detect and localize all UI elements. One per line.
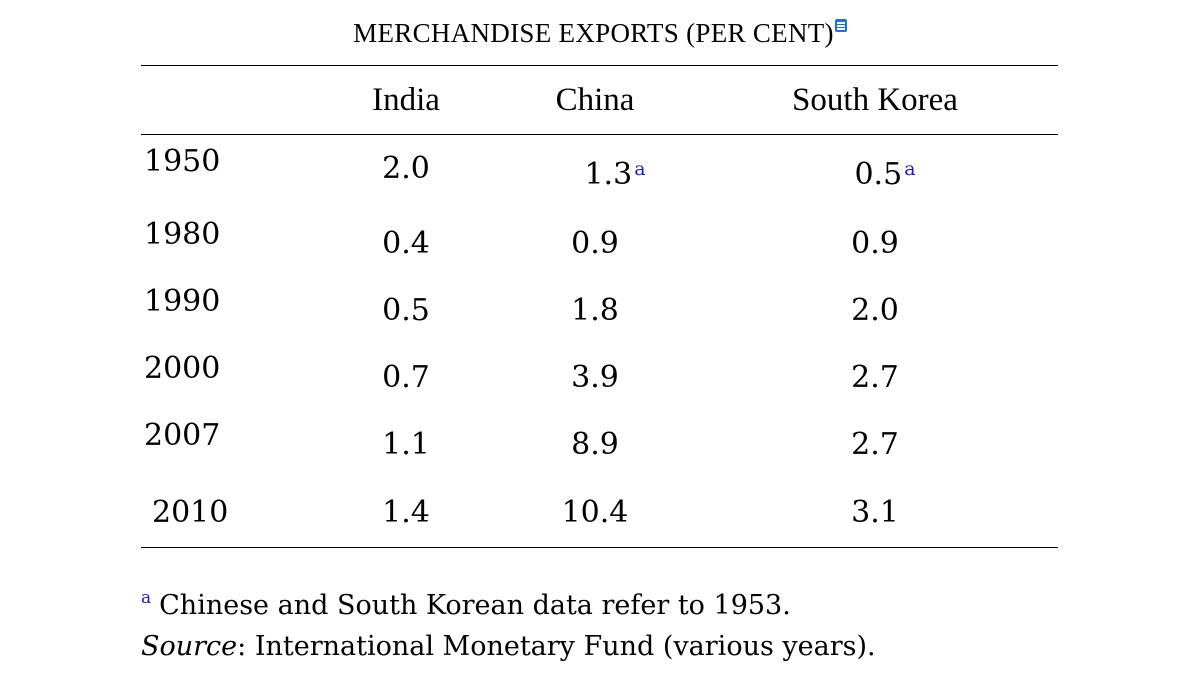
cell-korea-2007: 2.7 xyxy=(851,427,899,462)
footnote-marker-link[interactable]: a xyxy=(634,158,646,180)
cell-india-1950: 2.0 xyxy=(382,151,430,186)
cell-korea-2010: 3.1 xyxy=(851,495,899,530)
cell-india-2010: 1.4 xyxy=(382,495,430,530)
table-top-rule xyxy=(141,65,1058,66)
row-year-2000: 2000 xyxy=(144,351,221,386)
footnote-marker-link[interactable]: a xyxy=(904,158,916,180)
cell-india-2007: 1.1 xyxy=(382,427,430,462)
table-header-rule xyxy=(141,134,1058,135)
source-label: Source xyxy=(141,631,238,662)
row-year-1950: 1950 xyxy=(144,144,221,179)
source-line: Source: International Monetary Fund (var… xyxy=(141,631,876,662)
footnote: a Chinese and South Korean data refer to … xyxy=(141,588,791,621)
column-header-india: India xyxy=(372,82,440,118)
cell-india-1980: 0.4 xyxy=(382,226,430,261)
cell-china-1990: 1.8 xyxy=(571,293,619,328)
cell-korea-1990: 2.0 xyxy=(851,293,899,328)
source-text: : International Monetary Fund (various y… xyxy=(237,631,876,662)
row-year-2010: 2010 xyxy=(152,495,229,530)
table-title: MERCHANDISE EXPORTS (PER CENT) xyxy=(0,18,1200,49)
cell-china-2007: 8.9 xyxy=(571,427,619,462)
column-header-south-korea: South Korea xyxy=(792,82,958,118)
cell-korea-1950: 0.5 a xyxy=(765,152,1005,192)
note-icon[interactable] xyxy=(834,19,847,32)
cell-china-2000: 3.9 xyxy=(571,360,619,395)
cell-china-1980: 0.9 xyxy=(571,226,619,261)
cell-korea-2000: 2.7 xyxy=(851,360,899,395)
cell-korea-1980: 0.9 xyxy=(851,226,899,261)
footnote-text: Chinese and South Korean data refer to 1… xyxy=(159,590,791,621)
table-title-text: MERCHANDISE EXPORTS (PER CENT) xyxy=(353,18,834,48)
footnote-marker: a xyxy=(141,588,152,608)
cell-india-1990: 0.5 xyxy=(382,293,430,328)
table-bottom-rule xyxy=(141,547,1058,548)
row-year-2007: 2007 xyxy=(144,418,221,453)
cell-china-1950: 1.3 a xyxy=(555,152,675,192)
column-header-china: China xyxy=(555,82,635,118)
cell-korea-1950-value: 0.5 xyxy=(854,157,903,192)
row-year-1990: 1990 xyxy=(144,284,221,319)
cell-india-2000: 0.7 xyxy=(382,360,430,395)
cell-china-1950-value: 1.3 xyxy=(584,157,633,192)
row-year-1980: 1980 xyxy=(144,217,221,252)
cell-china-2010: 10.4 xyxy=(561,495,629,530)
